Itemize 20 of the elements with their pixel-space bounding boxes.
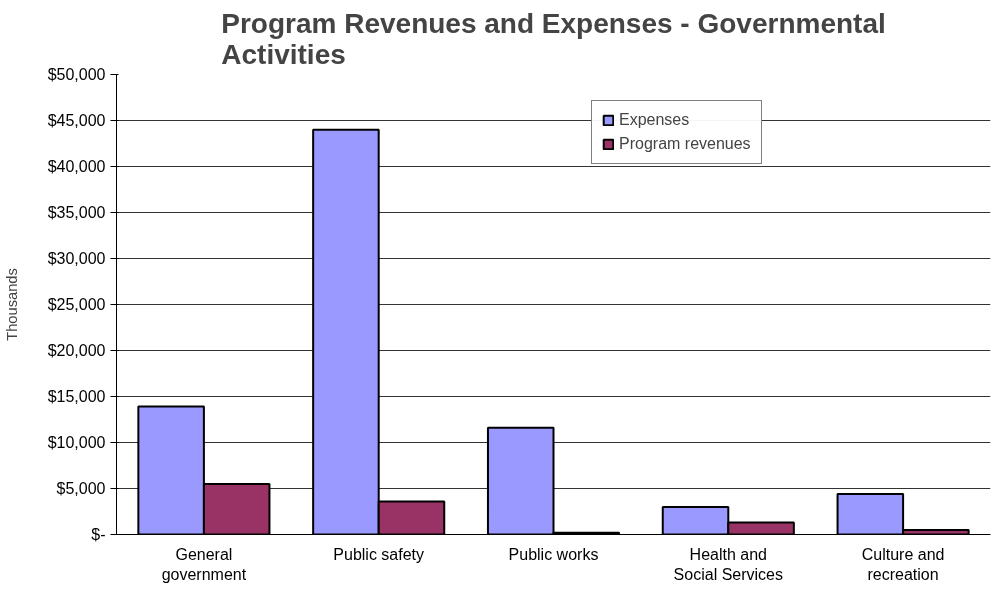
y-axis-title: Thousands xyxy=(3,268,20,341)
chart-title: Program Revenues and Expenses - Governmental Activities xyxy=(221,7,886,70)
x-tick-label: Health and Social Services xyxy=(673,545,783,583)
y-tick-label: $25,000 xyxy=(47,296,106,313)
legend-label: Expenses xyxy=(619,111,690,129)
legend-label: Program revenues xyxy=(619,135,751,153)
y-tick-label: $15,000 xyxy=(47,388,106,405)
y-tick-label: $40,000 xyxy=(47,158,106,175)
y-tick-label: $50,000 xyxy=(47,66,106,83)
y-tick-label: $30,000 xyxy=(47,250,106,267)
x-tick-label: General government xyxy=(161,545,247,583)
x-tick-label: Public safety xyxy=(333,545,425,563)
x-tick-label: Culture and recreation xyxy=(861,545,945,583)
y-tick-label: $5,000 xyxy=(56,480,106,497)
y-tick-label: $45,000 xyxy=(47,112,106,129)
y-tick-label: $- xyxy=(91,526,106,543)
y-tick-label: $35,000 xyxy=(47,204,106,221)
y-tick-label: $20,000 xyxy=(47,342,106,359)
x-tick-label: Public works xyxy=(508,545,599,563)
y-tick-label: $10,000 xyxy=(47,434,106,451)
